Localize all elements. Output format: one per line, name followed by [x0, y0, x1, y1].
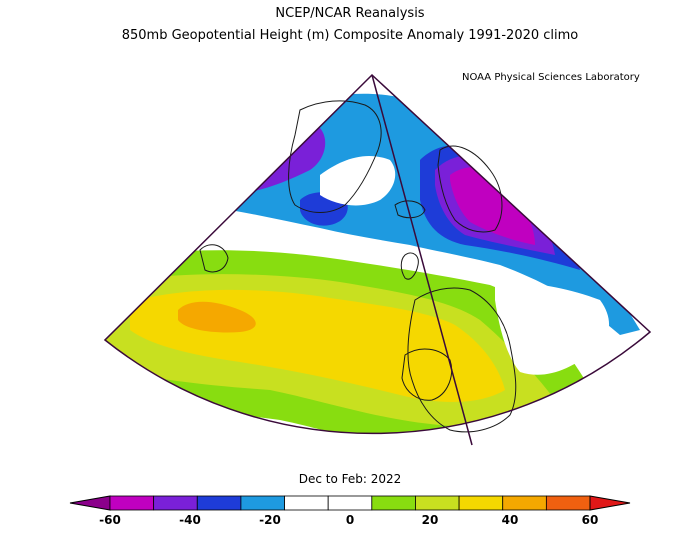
period-label: Dec to Feb: 2022 — [298, 472, 402, 486]
colorbar-tick-label: -20 — [259, 513, 281, 527]
colorbar-swatch — [284, 495, 329, 511]
map-title: NCEP/NCAR Reanalysis — [275, 6, 425, 21]
colorbar-swatch — [415, 495, 460, 511]
colorbar-swatch — [458, 495, 504, 511]
meridian-line — [371, 74, 473, 446]
colorbar-swatch — [153, 495, 198, 511]
colorbar-swatch — [502, 495, 547, 511]
colorbar-swatch — [327, 495, 373, 511]
iberia-coast — [401, 348, 453, 401]
colorbar-tick-label: 40 — [502, 513, 519, 527]
band-40-50 — [178, 301, 256, 333]
greenland-white — [320, 155, 396, 206]
east-white-patch — [495, 283, 610, 375]
scandinavia-coast — [437, 145, 503, 233]
colorbar-swatch — [545, 495, 591, 511]
colorbar-swatch — [371, 495, 416, 511]
colorbar-tick-label: -60 — [99, 513, 121, 527]
map-subtitle: 850mb Geopotential Height (m) Composite … — [121, 28, 579, 43]
north-america-coast — [199, 244, 229, 273]
colorbar-swatch — [109, 495, 155, 511]
anomaly-field — [105, 75, 650, 434]
colorbar-tick-label: -40 — [179, 513, 201, 527]
colorbar-swatch — [240, 495, 285, 511]
band-neg-40-50 — [450, 167, 535, 245]
colorbar-high-arrow — [589, 495, 631, 511]
colorbar-low-arrow — [69, 495, 111, 511]
greenland-coast — [288, 100, 382, 213]
colorbar-tick-label: 60 — [582, 513, 599, 527]
british-isles-coast — [400, 252, 419, 280]
map-outline — [103, 73, 652, 435]
credit-label: NOAA Physical Sciences Laboratory — [462, 72, 640, 83]
colorbar-swatch — [196, 495, 242, 511]
colorbar — [69, 495, 631, 511]
europe-coast — [407, 287, 517, 433]
colorbar-ticks: -60 -40 -20 0 20 40 60 — [99, 513, 598, 527]
colorbar-tick-label: 0 — [346, 513, 354, 527]
colorbar-tick-label: 20 — [422, 513, 439, 527]
